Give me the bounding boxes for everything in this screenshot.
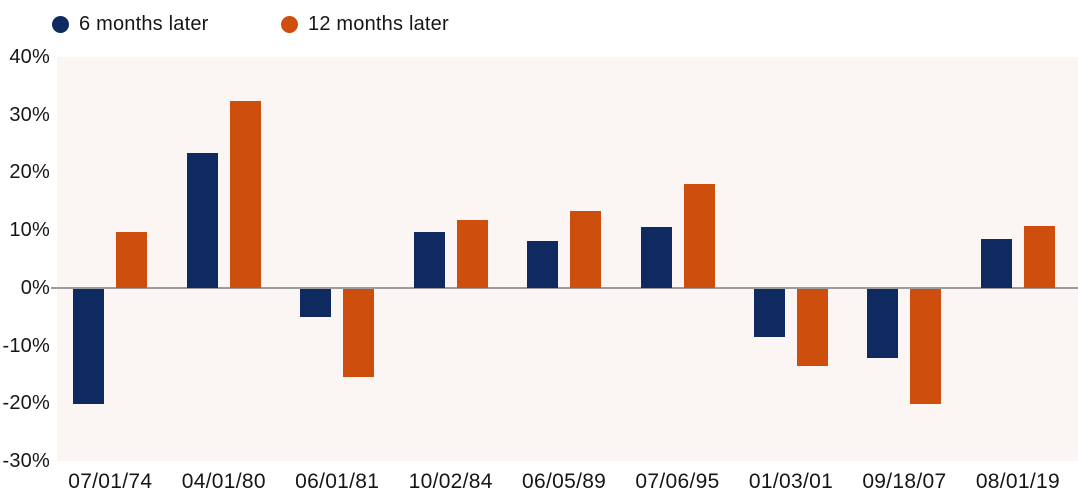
bar-6-months-10-02-84 <box>413 231 445 288</box>
zero-baseline <box>51 286 1078 289</box>
x-axis-tick-label: 08/01/19 <box>975 470 1060 493</box>
bar-12-months-08-01-19 <box>1023 225 1055 288</box>
legend-item-12-months: 12 months later <box>281 10 449 38</box>
plot-area <box>51 57 1078 461</box>
bar-12-months-10-02-84 <box>456 220 488 288</box>
legend-dot-6-months-icon <box>52 15 69 33</box>
legend-label-12-months: 12 months later <box>308 12 449 35</box>
y-axis-tick-label: 40% <box>9 46 50 68</box>
bar-6-months-04-01-80 <box>186 153 218 288</box>
x-axis-tick-label: 07/06/95 <box>635 470 720 493</box>
y-axis-tick-label: 30% <box>9 103 50 126</box>
x-axis-tick-label: 10/02/84 <box>408 470 493 493</box>
legend: 6 months later 12 months later <box>0 10 1078 38</box>
bar-6-months-07-01-74 <box>73 288 105 405</box>
y-axis-tick-label: 0% <box>20 276 50 299</box>
y-axis-tick-label: -30% <box>2 450 50 472</box>
bar-12-months-06-05-89 <box>570 210 602 288</box>
bar-6-months-01-03-01 <box>754 288 785 338</box>
x-axis-tick-label: 06/05/89 <box>522 470 607 493</box>
y-axis-tick-label: 10% <box>9 219 50 242</box>
x-axis-tick-label: 04/01/80 <box>181 470 266 493</box>
bar-12-months-09-18-07 <box>910 288 942 405</box>
bar-12-months-04-01-80 <box>229 101 261 288</box>
y-axis-tick-label: -10% <box>2 334 50 357</box>
bar-12-months-07-01-74 <box>116 231 148 288</box>
bar-6-months-07-06-95 <box>640 227 672 288</box>
y-axis-tick-label: 20% <box>9 161 50 184</box>
legend-item-6-months: 6 months later <box>52 10 209 38</box>
bar-12-months-06-01-81 <box>343 288 375 378</box>
bar-6-months-08-01-19 <box>980 238 1012 288</box>
x-axis-tick-label: 06/01/81 <box>295 470 380 493</box>
bar-6-months-06-05-89 <box>527 241 559 288</box>
bar-6-months-06-01-81 <box>300 288 332 317</box>
legend-dot-12-months-icon <box>281 15 298 33</box>
bar-6-months-09-18-07 <box>867 288 899 359</box>
bar-12-months-01-03-01 <box>797 288 828 367</box>
legend-label-6-months: 6 months later <box>79 12 209 35</box>
bar-12-months-07-06-95 <box>683 184 715 288</box>
x-axis-tick-label: 07/01/74 <box>68 470 153 493</box>
x-axis-tick-label: 01/03/01 <box>748 470 834 493</box>
y-axis-tick-label: -20% <box>2 392 50 415</box>
x-axis-tick-label: 09/18/07 <box>862 470 947 493</box>
